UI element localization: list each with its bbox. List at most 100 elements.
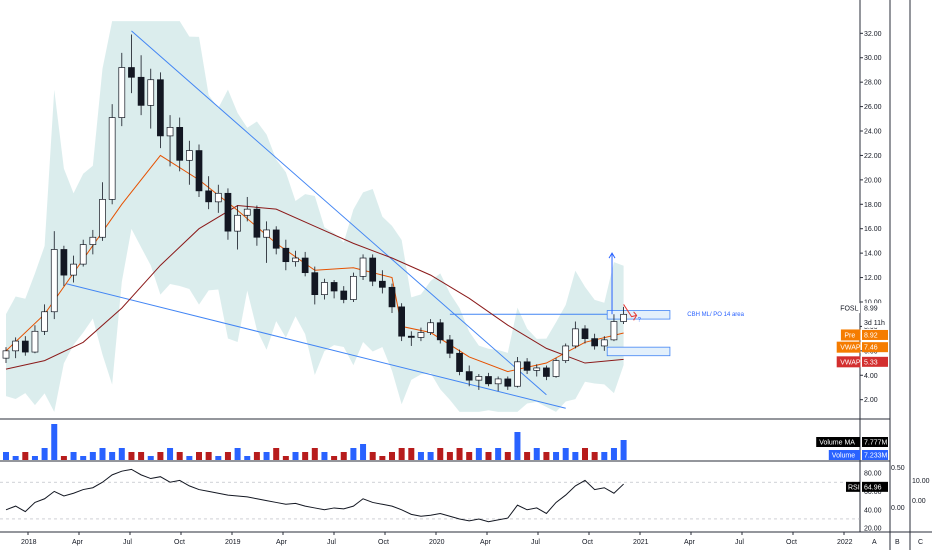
volume-bar [118,448,125,460]
candle-up[interactable] [108,117,116,200]
candle-up[interactable] [494,378,502,385]
candle-down[interactable] [137,76,145,106]
candle-up[interactable] [214,192,222,203]
candle-down[interactable] [591,338,599,347]
candle-up[interactable] [70,263,77,276]
second-axis-tick-label: 0.00 [912,498,926,505]
candle-down[interactable] [485,376,492,385]
candle-up[interactable] [321,282,328,296]
candle-up[interactable] [50,249,58,313]
candle-down[interactable] [446,339,454,354]
candle-up[interactable] [118,67,126,118]
x-axis-tick-label: Oct [174,539,185,546]
candle-up[interactable] [79,244,87,265]
candle-up[interactable] [533,367,541,371]
x-axis-tick-label: Oct [378,539,389,546]
candle-down[interactable] [407,335,415,338]
candle-up[interactable] [186,150,193,161]
candle-down[interactable] [369,257,377,282]
candle-up[interactable] [243,208,251,216]
volume-bar [292,452,299,460]
candle-up[interactable] [292,257,299,263]
candle-down[interactable] [282,247,290,263]
price-tag-label-bg [836,356,861,368]
candle-up[interactable] [166,127,174,137]
candle-down[interactable] [301,257,309,274]
x-axis-tick-label: Oct [582,539,593,546]
volume-bar [514,432,521,460]
candle-down[interactable] [456,352,463,372]
candle-up[interactable] [359,257,367,277]
volume-bar [128,452,135,460]
volume-bar [398,448,405,460]
volume-bar [147,456,154,460]
candle-up[interactable] [234,214,241,232]
candle-down[interactable] [195,150,203,192]
volume-tag-value-bg [862,437,888,447]
candle-up[interactable] [41,311,48,332]
candle-down[interactable] [224,192,232,232]
candle-up[interactable] [427,322,434,333]
x-axis-tick-label: Apr [684,539,696,546]
candle-down[interactable] [311,272,319,296]
candle-down[interactable] [504,378,512,387]
volume-bar [80,456,87,460]
volume-bar [543,452,550,460]
price-tag-label: Pre [844,332,855,339]
candle-down[interactable] [581,328,589,339]
candle-up[interactable] [263,229,270,238]
y-axis-tick-label: 14.00 [864,251,882,258]
candle-up[interactable] [610,321,618,341]
candle-down[interactable] [340,290,348,300]
scale-button-a[interactable]: A [872,539,877,546]
candle-down[interactable] [465,371,473,381]
scale-button-c[interactable]: C [918,539,923,546]
candle-up[interactable] [600,339,608,347]
candle-down[interactable] [388,286,396,308]
volume-bar [408,448,415,460]
volume-bar [485,452,492,460]
candle-down[interactable] [379,280,386,288]
candle-down[interactable] [60,249,68,276]
candle-down[interactable] [176,127,184,161]
candle-up[interactable] [475,376,483,381]
candle-up[interactable] [99,199,106,238]
candle-up[interactable] [12,340,19,352]
candle-down[interactable] [21,340,29,353]
candle-up[interactable] [31,330,39,353]
volume-bar [524,452,531,460]
candle-down[interactable] [330,282,338,292]
volume-bar [427,452,434,460]
volume-bar [51,424,58,460]
price-tag-value-bg [862,342,888,353]
candle-up[interactable] [552,360,560,377]
candle-down[interactable] [523,361,531,371]
volume-bar [89,452,96,460]
candle-up[interactable] [350,275,357,300]
candle-up[interactable] [620,313,627,322]
volume-tag-label-bg [816,437,860,447]
pullback-arrow-head [633,311,638,321]
candle-up[interactable] [2,350,10,359]
candle-up[interactable] [562,345,570,361]
rsi-tick-label: 80.00 [864,471,882,478]
candle-down[interactable] [205,190,212,203]
candle-down[interactable] [436,322,444,341]
volume-bar [610,448,617,460]
rsi-tick-label: 20.00 [864,526,882,533]
moving-average-line [5,204,624,370]
candle-down[interactable] [253,208,261,238]
candle-up[interactable] [514,361,521,387]
candle-down[interactable] [398,306,405,337]
scale-button-b[interactable]: B [895,539,900,546]
candle-down[interactable] [543,367,550,377]
second-axis-tick-label: 10.00 [912,478,930,485]
candle-down[interactable] [128,67,135,78]
candle-down[interactable] [157,79,164,137]
candle-up[interactable] [417,332,425,338]
candle-up[interactable] [89,236,97,245]
candle-up[interactable] [147,79,155,106]
candle-down[interactable] [272,229,280,249]
candle-up[interactable] [571,328,579,347]
